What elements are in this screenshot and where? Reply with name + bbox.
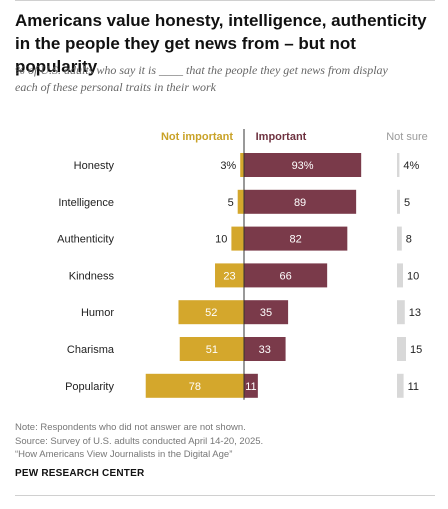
legend-important: Important [256, 131, 307, 143]
important-value: 33 [259, 344, 271, 356]
not-sure-bar [397, 226, 402, 251]
category-label: Authenticity [57, 234, 114, 246]
legend-not-sure: Not sure [386, 131, 428, 143]
important-value: 66 [279, 270, 291, 282]
not-important-bar [178, 300, 244, 325]
not-important-bar [179, 337, 244, 361]
category-label: Humor [81, 307, 114, 319]
not-important-bar [215, 263, 244, 288]
not-important-value: 51 [206, 344, 218, 356]
not-sure-bar [397, 373, 404, 398]
not-sure-value: 4% [403, 160, 419, 172]
top-rule [15, 0, 435, 1]
not-important-bar [240, 153, 244, 177]
category-label: Honesty [74, 160, 115, 172]
not-important-value: 5 [228, 197, 234, 209]
not-important-bar [145, 373, 244, 398]
important-bar [244, 373, 258, 398]
not-sure-bar [397, 189, 400, 214]
legend-not-important: Not important [161, 131, 233, 143]
category-label: Popularity [65, 381, 114, 393]
chart-title: Americans value honesty, intelligence, a… [15, 11, 427, 76]
subtitle-line-1: % of U.S. adults who say it is ____ that… [15, 63, 388, 77]
not-sure-value: 5 [404, 197, 410, 209]
not-sure-value: 15 [410, 344, 422, 356]
important-bar [244, 226, 348, 251]
category-label: Charisma [67, 344, 115, 356]
report-title: “How Americans View Journalists in the D… [15, 449, 233, 460]
bottom-rule [15, 495, 435, 496]
important-bar [244, 189, 357, 214]
not-sure-bar [397, 300, 405, 325]
not-sure-bar [397, 263, 403, 288]
not-important-bar [237, 189, 244, 214]
category-label: Intelligence [58, 197, 114, 209]
chart-subtitle: % of U.S. adults who say it is ____ that… [15, 62, 435, 96]
not-sure-bar [397, 153, 400, 177]
note-text: Note: Respondents who did not answer are… [15, 422, 246, 433]
not-important-value: 78 [189, 381, 201, 393]
diverging-bar-chart: Not important Important Not sure Honesty 3% 9… [57, 129, 428, 400]
important-bar [244, 337, 286, 361]
important-bar [244, 153, 362, 177]
not-sure-value: 11 [408, 381, 419, 393]
important-value: 35 [260, 307, 272, 319]
not-important-value: 10 [215, 234, 227, 246]
important-bar [244, 300, 289, 325]
not-important-value: 23 [223, 270, 235, 282]
not-sure-bar [397, 337, 406, 361]
important-value: 11 [245, 381, 256, 393]
not-important-bar [231, 226, 244, 251]
source-text: Source: Survey of U.S. adults conducted … [15, 435, 264, 447]
important-value: 93% [292, 160, 314, 172]
not-sure-value: 13 [409, 307, 421, 319]
not-sure-value: 10 [407, 270, 419, 282]
chart-notes: Note: Respondents who did not answer are… [15, 421, 435, 462]
not-important-value: 3% [220, 160, 236, 172]
not-important-value: 52 [205, 307, 217, 319]
brand-logo-text: PEW RESEARCH CENTER [15, 468, 145, 479]
important-bar [244, 263, 328, 288]
important-value: 89 [294, 197, 306, 209]
important-value: 82 [290, 234, 302, 246]
subtitle-line-2: each of these personal traits in their w… [15, 80, 216, 94]
not-sure-value: 8 [406, 234, 412, 246]
category-label: Kindness [69, 270, 115, 282]
